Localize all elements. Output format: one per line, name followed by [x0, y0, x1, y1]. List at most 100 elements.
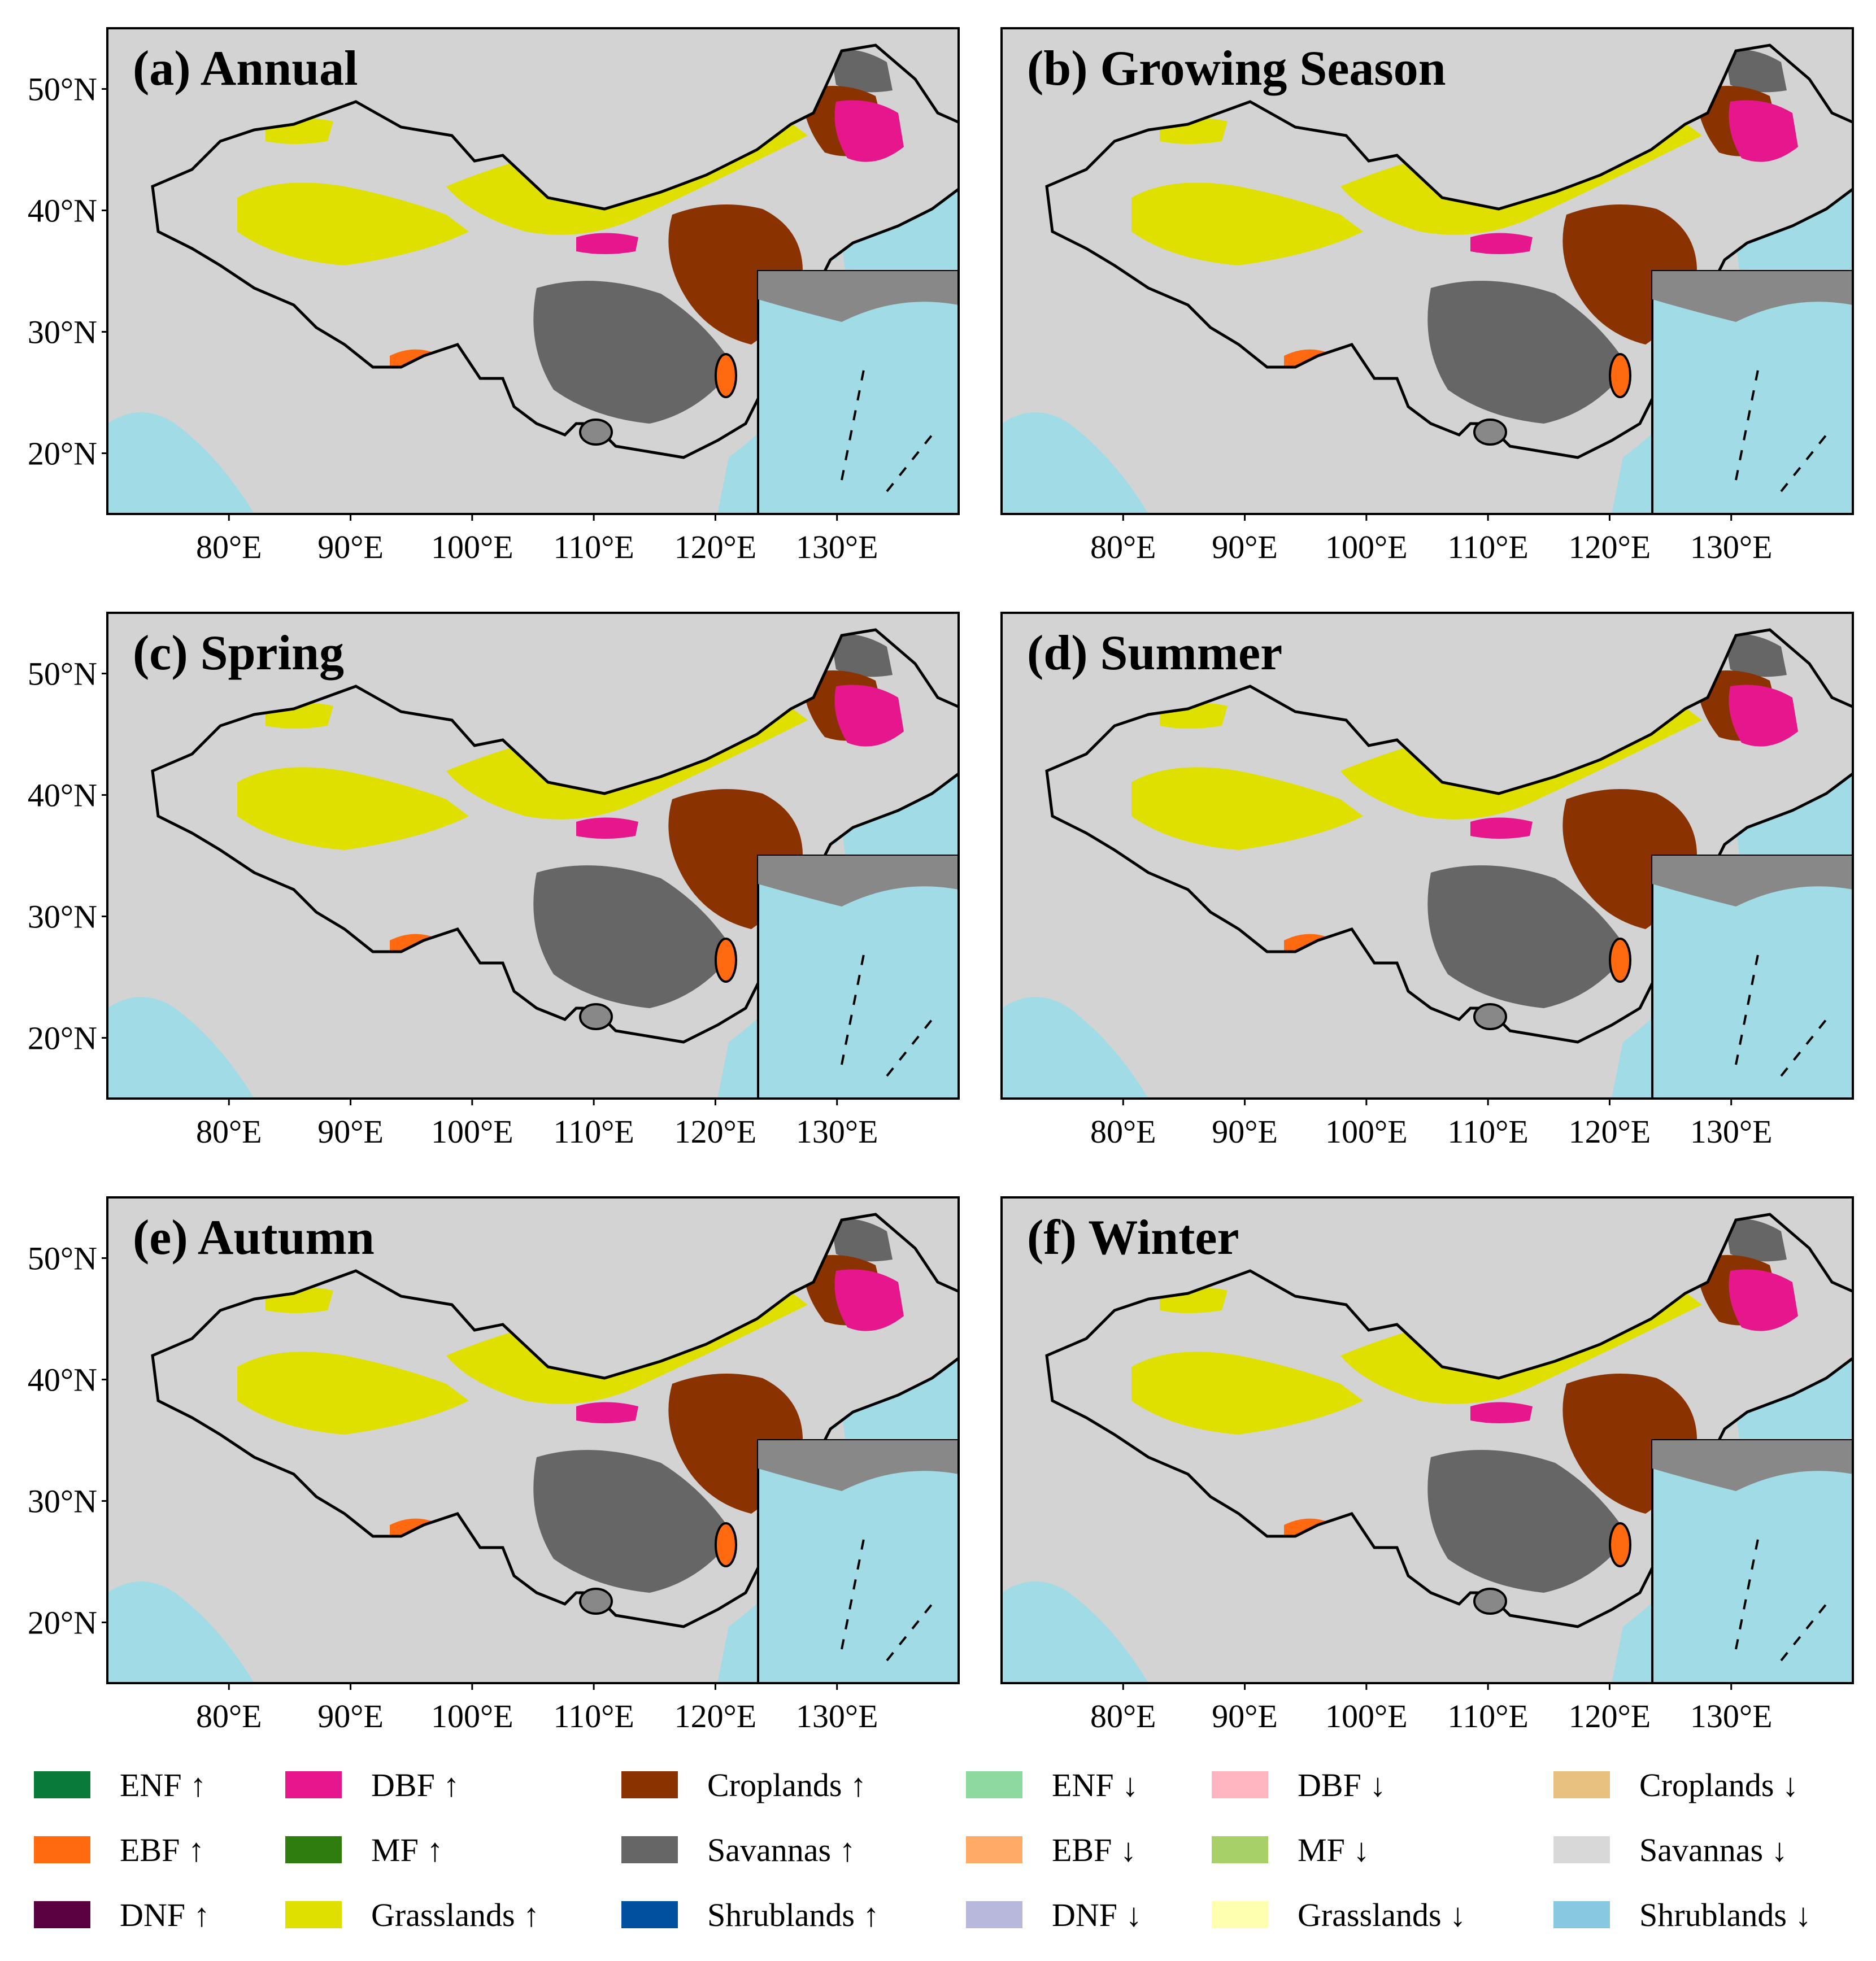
legend-item: Croplands ↑: [621, 1762, 867, 1807]
hainan-island: [1473, 419, 1507, 446]
lon-tick-label: 120°E: [1569, 1698, 1651, 1735]
legend-swatch: [1553, 1771, 1610, 1798]
map-panel: (f) Winter 80°E 90°E 100°E 110°E 120°E 130°E: [1000, 1196, 1854, 1735]
taiwan-island: [715, 353, 737, 398]
dbf-region: [1470, 685, 1798, 839]
lon-tick-label: 130°E: [796, 1698, 878, 1735]
crop-region: [668, 670, 887, 929]
lon-tick-label: 110°E: [553, 529, 634, 565]
legend-swatch: [1553, 1901, 1610, 1928]
lon-tick-label: 100°E: [431, 1698, 513, 1735]
sav-region: [1427, 49, 1787, 424]
lat-tick-label: 40°N: [28, 777, 97, 814]
lon-tick-label: 80°E: [196, 529, 262, 565]
legend-swatch: [621, 1836, 678, 1863]
lon-tick-label: 130°E: [796, 1113, 878, 1150]
lon-tick-label: 120°E: [674, 529, 757, 565]
legend-label: DBF ↑: [371, 1766, 460, 1803]
panel-title: (b) Growing Season: [1027, 41, 1446, 96]
legend-label: Shrublands ↑: [707, 1896, 880, 1933]
lat-tick-label: 40°N: [28, 1362, 97, 1398]
south-china-sea-inset: [1651, 855, 1854, 1100]
lon-tick-label: 110°E: [553, 1113, 634, 1150]
lon-tick-label: 100°E: [1325, 1698, 1408, 1735]
taiwan-island: [1609, 1522, 1631, 1567]
lat-tick-label: 40°N: [28, 193, 97, 229]
map-panel: (b) Growing Season 80°E 90°E 100°E 110°E 120°…: [1000, 27, 1854, 565]
crop-region: [1562, 86, 1781, 345]
lon-tick-label: 100°E: [1325, 1113, 1408, 1150]
crop-region: [668, 1255, 887, 1514]
south-china-sea-inset: [757, 1439, 960, 1684]
legend-item: Croplands ↓: [1553, 1762, 1799, 1807]
south-china-sea-inset: [1651, 270, 1854, 515]
lon-tick-label: 110°E: [1447, 1698, 1528, 1735]
panel-frame: [106, 1196, 960, 1684]
legend-swatch: [1212, 1901, 1268, 1928]
panel-frame: [106, 612, 960, 1100]
legend-item: MF ↓: [1212, 1827, 1369, 1872]
lon-tick-label: 130°E: [796, 529, 878, 565]
lat-tick-label: 30°N: [28, 899, 97, 935]
lat-tick-label: 50°N: [28, 1240, 97, 1277]
lon-tick-label: 100°E: [431, 1113, 513, 1150]
lon-tick-label: 120°E: [1569, 529, 1651, 565]
ocean-west: [107, 412, 254, 514]
dbf-region: [1470, 100, 1798, 254]
sav-region: [533, 1218, 893, 1593]
sav-region: [533, 49, 893, 424]
legend-item: EBF ↑: [34, 1827, 204, 1872]
panel-frame: [1000, 612, 1854, 1100]
lon-tick-label: 130°E: [1690, 529, 1773, 565]
crop-region: [1562, 1255, 1781, 1514]
legend-label: MF ↑: [371, 1831, 443, 1868]
lat-tick-label: 50°N: [28, 656, 97, 692]
lon-tick-label: 110°E: [1447, 529, 1528, 565]
legend-label: ENF ↑: [120, 1766, 207, 1803]
legend-item: DBF ↑: [285, 1762, 459, 1807]
legend-swatch: [34, 1901, 90, 1928]
lon-tick-label: 80°E: [196, 1113, 262, 1150]
legend-item: DNF ↓: [966, 1892, 1142, 1937]
panel-title: (c) Spring: [133, 626, 344, 681]
legend-item: DBF ↓: [1212, 1762, 1386, 1807]
lon-tick-label: 100°E: [1325, 529, 1408, 565]
lon-tick-label: 80°E: [1090, 1698, 1156, 1735]
legend-label: Croplands ↓: [1639, 1766, 1799, 1803]
ocean-west: [1002, 412, 1148, 514]
taiwan-island: [715, 938, 737, 983]
legend-swatch: [285, 1901, 342, 1928]
taiwan-island: [1609, 938, 1631, 983]
lon-tick-label: 100°E: [431, 529, 513, 565]
legend-label: Shrublands ↓: [1639, 1896, 1812, 1933]
map-panel: (c) Spring 50°N 40°N 30°N 20°N 80°E 90°E 100°E 1…: [28, 612, 960, 1150]
hainan-island: [579, 1003, 613, 1030]
lat-tick-label: 30°N: [28, 1483, 97, 1520]
legend-swatch: [34, 1836, 90, 1863]
panel-frame: [1000, 27, 1854, 515]
lat-tick-label: 20°N: [28, 1020, 97, 1057]
sav-region: [1427, 634, 1787, 1008]
hainan-island: [1473, 1588, 1507, 1615]
lon-tick-label: 90°E: [1212, 529, 1278, 565]
lon-tick-label: 130°E: [1690, 1113, 1773, 1150]
legend-label: ENF ↓: [1052, 1766, 1139, 1803]
legend-item: Savannas ↓: [1553, 1827, 1788, 1872]
south-china-sea-inset: [757, 855, 960, 1100]
legend-swatch: [1212, 1836, 1268, 1863]
south-china-sea-inset: [1651, 1439, 1854, 1684]
legend-swatch: [34, 1771, 90, 1798]
map-panel: (a) Annual 50°N 40°N 30°N 20°N 80°E 90°E 100°E 1…: [28, 27, 960, 565]
legend-label: DNF ↑: [120, 1896, 210, 1933]
lon-tick-label: 80°E: [1090, 1113, 1156, 1150]
panel-title: (d) Summer: [1027, 626, 1282, 681]
legend-label: Grasslands ↑: [371, 1896, 540, 1933]
legend-swatch: [621, 1771, 678, 1798]
dbf-region: [576, 100, 904, 254]
legend-item: Shrublands ↑: [621, 1892, 880, 1937]
hainan-island: [579, 419, 613, 446]
legend-label: Croplands ↑: [707, 1766, 867, 1803]
legend-swatch: [966, 1901, 1022, 1928]
legend-swatch: [966, 1836, 1022, 1863]
